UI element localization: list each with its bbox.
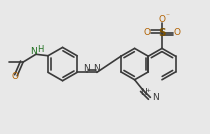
Text: N: N [140, 88, 147, 97]
Text: ⁻: ⁻ [166, 12, 170, 21]
Text: O: O [144, 28, 151, 37]
Text: N: N [31, 47, 37, 56]
Text: O: O [173, 28, 180, 37]
Text: N: N [93, 64, 100, 73]
Text: N: N [152, 93, 159, 102]
Text: O: O [159, 16, 165, 25]
Text: N: N [84, 64, 90, 73]
Text: S: S [158, 28, 166, 38]
Text: H: H [37, 45, 43, 54]
Text: O: O [12, 72, 19, 81]
Text: +: + [146, 88, 151, 93]
